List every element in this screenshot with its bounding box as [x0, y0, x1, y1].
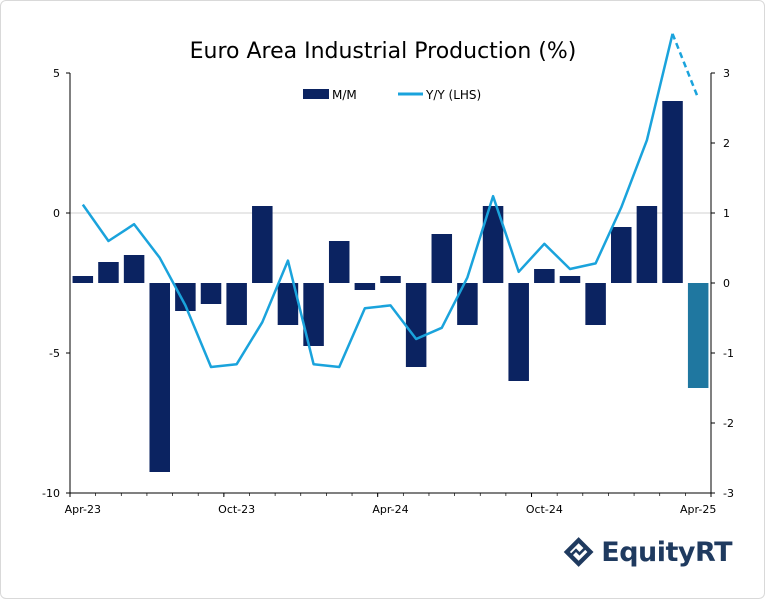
bar-mm: [636, 206, 658, 283]
bar-mm: [508, 283, 529, 381]
bar-mm: [687, 283, 709, 388]
legend-bar-label: M/M: [332, 88, 357, 102]
bar-mm: [611, 227, 632, 283]
x-axis-ticks: Apr-23 Oct-23 Apr-24 Oct-24 Apr-25: [65, 493, 716, 516]
x-axis-tick-label: Apr-24: [372, 503, 408, 516]
bar-mm: [226, 283, 247, 325]
left-axis-tick-label: -10: [42, 487, 60, 500]
bar-mm: [585, 283, 606, 325]
right-axis-tick-label: 2: [723, 137, 730, 150]
equityrt-logo: EquityRT: [562, 532, 732, 572]
left-axis-tick-label: 5: [53, 67, 60, 80]
line-yy-solid: [81, 33, 674, 369]
bar-mm: [252, 206, 273, 283]
bar-mm: [200, 283, 222, 304]
right-axis-tick-label: -3: [723, 487, 734, 500]
bar-mm: [328, 241, 350, 283]
bar-mm: [354, 283, 376, 290]
bar-mm: [149, 283, 170, 472]
bar-mm: [534, 269, 555, 283]
right-axis-tick-label: -1: [723, 347, 734, 360]
bar-mm: [482, 206, 504, 283]
bar-mm: [431, 234, 453, 283]
x-axis-tick-label: Oct-24: [526, 503, 563, 516]
right-axis-tick-label: 3: [723, 67, 730, 80]
bar-mm: [662, 101, 683, 283]
bar-mm: [175, 283, 196, 311]
line-series: [81, 33, 700, 369]
legend: M/M Y/Y (LHS): [303, 88, 481, 102]
bar-mm: [123, 255, 145, 283]
bar-mm: [559, 276, 581, 283]
left-axis-tick-label: -5: [49, 347, 60, 360]
bar-mm: [457, 283, 478, 325]
bar-mm: [303, 283, 324, 346]
line-yy-dashed: [671, 33, 700, 99]
equityrt-logo-icon: [563, 537, 594, 567]
legend-line-label: Y/Y (LHS): [425, 88, 481, 102]
bar-mm: [98, 262, 119, 283]
chart-title: Euro Area Industrial Production (%): [190, 39, 577, 64]
x-axis-tick-label: Oct-23: [218, 503, 255, 516]
right-axis-tick-label: 1: [723, 207, 730, 220]
left-axis-tick-label: 0: [53, 207, 60, 220]
legend-bar-swatch: [303, 89, 329, 99]
bar-series: [72, 101, 709, 472]
right-axis-tick-label: 0: [723, 277, 730, 290]
equityrt-logo-text: EquityRT: [601, 536, 732, 568]
x-axis-tick-label: Apr-23: [65, 503, 101, 516]
bar-mm: [277, 283, 299, 325]
bar-mm: [380, 276, 401, 283]
bar-mm: [405, 283, 427, 367]
x-axis-tick-label: Apr-25: [680, 503, 716, 516]
bar-mm: [72, 276, 94, 283]
axes: 5 0 -5 -10 3 2 1 0 -1 -2 -3: [42, 67, 734, 500]
right-axis-tick-label: -2: [723, 417, 734, 430]
